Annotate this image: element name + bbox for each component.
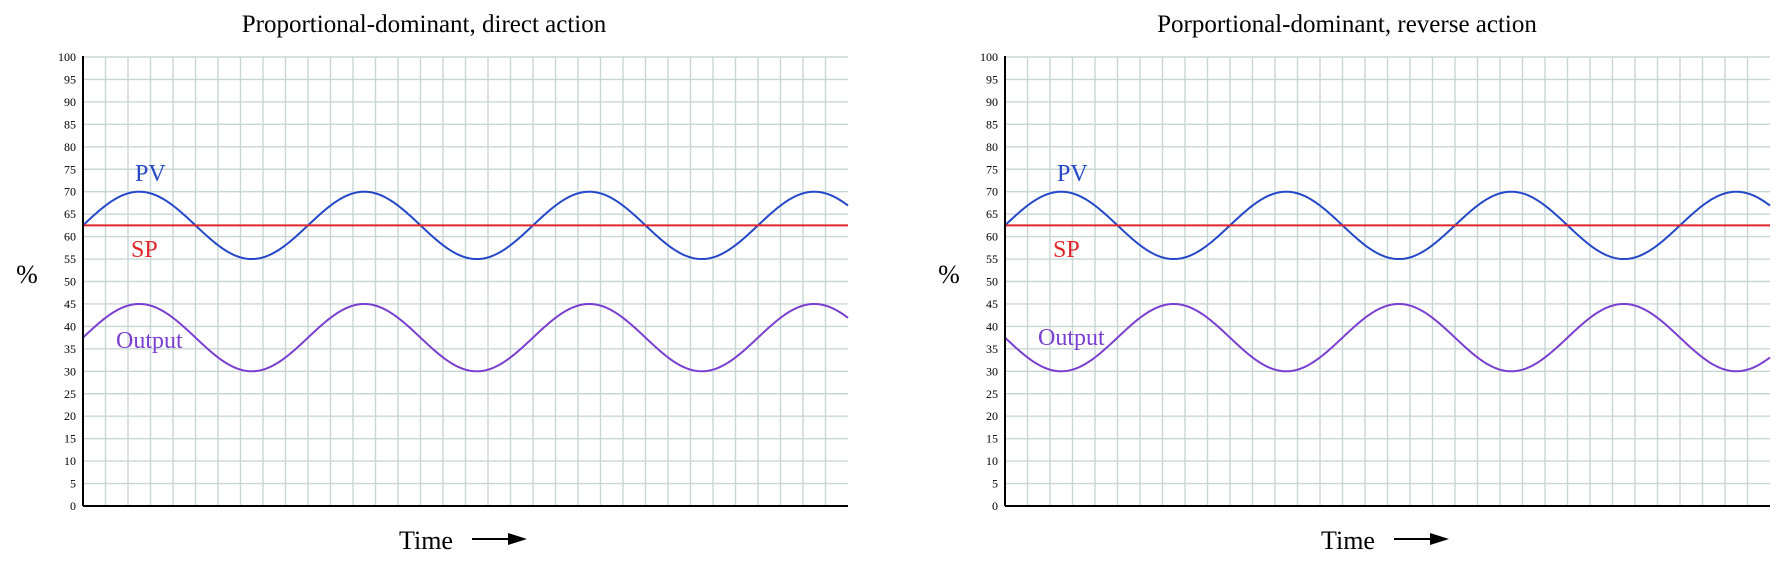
x-axis-label-group: Time [1321, 526, 1449, 555]
y-tick-label: 35 [64, 342, 76, 356]
y-tick-label: 40 [64, 319, 76, 333]
y-tick-label: 75 [986, 162, 998, 176]
series-label-sp: SP [1053, 237, 1080, 263]
y-tick-label: 55 [64, 252, 76, 266]
y-tick-label: 80 [64, 140, 76, 154]
y-tick-label: 100 [58, 50, 76, 64]
series-line-pv [82, 190, 849, 261]
y-tick-label: 90 [986, 95, 998, 109]
y-tick-label: 45 [64, 297, 76, 311]
y-tick-label: 90 [64, 95, 76, 109]
y-tick-label: 95 [986, 72, 998, 86]
y-tick-label: 25 [64, 387, 76, 401]
y-tick-label: 40 [986, 319, 998, 333]
chart-title: Proportional-dominant, direct action [242, 11, 607, 38]
y-tick-label: 10 [64, 454, 76, 468]
series-label-output: Output [116, 328, 183, 354]
x-axis-label: Time [399, 526, 453, 555]
series-label-pv: PV [135, 161, 166, 187]
axes [1004, 56, 1770, 507]
y-tick-label: 75 [64, 162, 76, 176]
series-label-sp: SP [131, 237, 158, 263]
y-tick-label: 100 [980, 50, 998, 64]
y-tick-label: 25 [986, 387, 998, 401]
y-tick-label: 15 [64, 432, 76, 446]
series-label-output: Output [1038, 325, 1105, 351]
y-tick-label: 30 [986, 364, 998, 378]
series [1004, 190, 1771, 373]
y-tick-labels: 0 5 10 15 20 25 30 35 40 45 50 55 60 65 70 75 80 85 90 95 10… [980, 50, 998, 513]
y-tick-label: 70 [986, 185, 998, 199]
y-axis-label: % [938, 260, 960, 289]
arrow-right-icon [1394, 533, 1449, 545]
y-tick-label: 50 [986, 275, 998, 289]
arrow-right-icon [472, 533, 527, 545]
y-axis-label: % [16, 260, 38, 289]
series-line-output [82, 302, 849, 373]
y-tick-label: 35 [986, 342, 998, 356]
y-tick-label: 5 [992, 477, 998, 491]
x-axis-label-group: Time [399, 526, 527, 555]
y-tick-label: 95 [64, 72, 76, 86]
y-tick-label: 60 [64, 230, 76, 244]
y-tick-label: 5 [70, 477, 76, 491]
grid [1005, 56, 1770, 506]
series-line-output [1004, 302, 1771, 373]
grid [83, 56, 848, 506]
chart-title: Porportional-dominant, reverse action [1157, 11, 1537, 38]
y-tick-label: 45 [986, 297, 998, 311]
x-axis-label: Time [1321, 526, 1375, 555]
y-tick-label: 50 [64, 275, 76, 289]
series-label-pv: PV [1057, 161, 1088, 187]
y-tick-label: 0 [70, 499, 76, 513]
y-tick-label: 65 [64, 207, 76, 221]
y-tick-label: 85 [986, 117, 998, 131]
y-tick-label: 70 [64, 185, 76, 199]
y-tick-label: 65 [986, 207, 998, 221]
y-tick-label: 60 [986, 230, 998, 244]
y-tick-labels: 0 5 10 15 20 25 30 35 40 45 50 55 60 65 70 75 80 85 90 95 10… [58, 50, 76, 513]
y-tick-label: 80 [986, 140, 998, 154]
y-tick-label: 0 [992, 499, 998, 513]
series-line-pv [1004, 190, 1771, 261]
y-tick-label: 20 [986, 409, 998, 423]
chart-direct-action: Proportional-dominant, direct action 0 5 1… [16, 11, 849, 555]
y-tick-label: 10 [986, 454, 998, 468]
y-tick-label: 85 [64, 117, 76, 131]
axes [82, 56, 848, 507]
series [82, 190, 849, 373]
y-tick-label: 15 [986, 432, 998, 446]
y-tick-label: 20 [64, 409, 76, 423]
y-tick-label: 30 [64, 364, 76, 378]
y-tick-label: 55 [986, 252, 998, 266]
chart-reverse-action: Porportional-dominant, reverse action 0 5… [938, 11, 1771, 555]
